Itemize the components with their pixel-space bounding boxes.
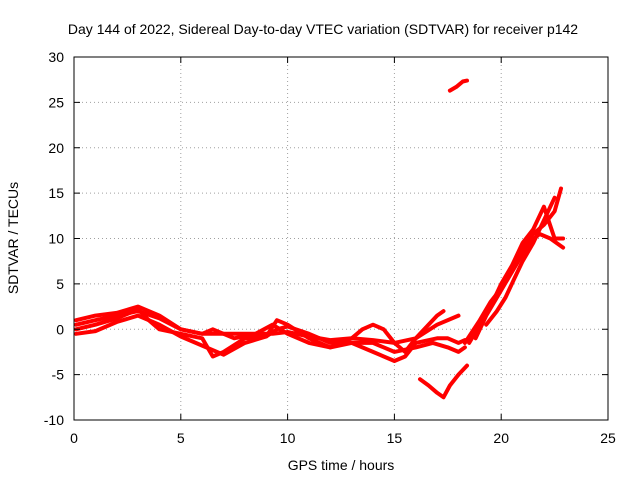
series-rise-3 [473,232,566,341]
data-series [74,78,566,400]
axis-ticks: 0 5 10 15 20 25 -10 -5 0 5 10 15 20 25 30 [44,49,616,446]
y-tick-label: 10 [48,231,64,247]
chart-title: Day 144 of 2022, Sidereal Day-to-day VTE… [68,21,578,37]
y-tick-label: 20 [48,140,64,156]
y-tick-label: -10 [44,412,64,428]
x-tick-label: 25 [600,430,616,446]
x-tick-label: 5 [177,430,185,446]
y-tick-label: 15 [48,185,64,201]
x-axis-title: GPS time / hours [288,457,395,473]
x-tick-label: 0 [70,430,78,446]
y-tick-label: 5 [56,276,64,292]
series-isolated-high [447,78,469,93]
series-rise-4 [484,195,557,327]
y-tick-label: 25 [48,94,64,110]
series-morning-dip [418,363,469,400]
y-tick-label: 0 [56,321,64,337]
series-track-4 [74,304,446,345]
y-tick-label: -5 [52,367,65,383]
y-axis-title: SDTVAR / TECUs [5,182,21,294]
x-tick-label: 10 [280,430,296,446]
x-tick-label: 15 [387,430,403,446]
y-tick-label: 30 [48,49,64,65]
x-tick-label: 20 [493,430,509,446]
